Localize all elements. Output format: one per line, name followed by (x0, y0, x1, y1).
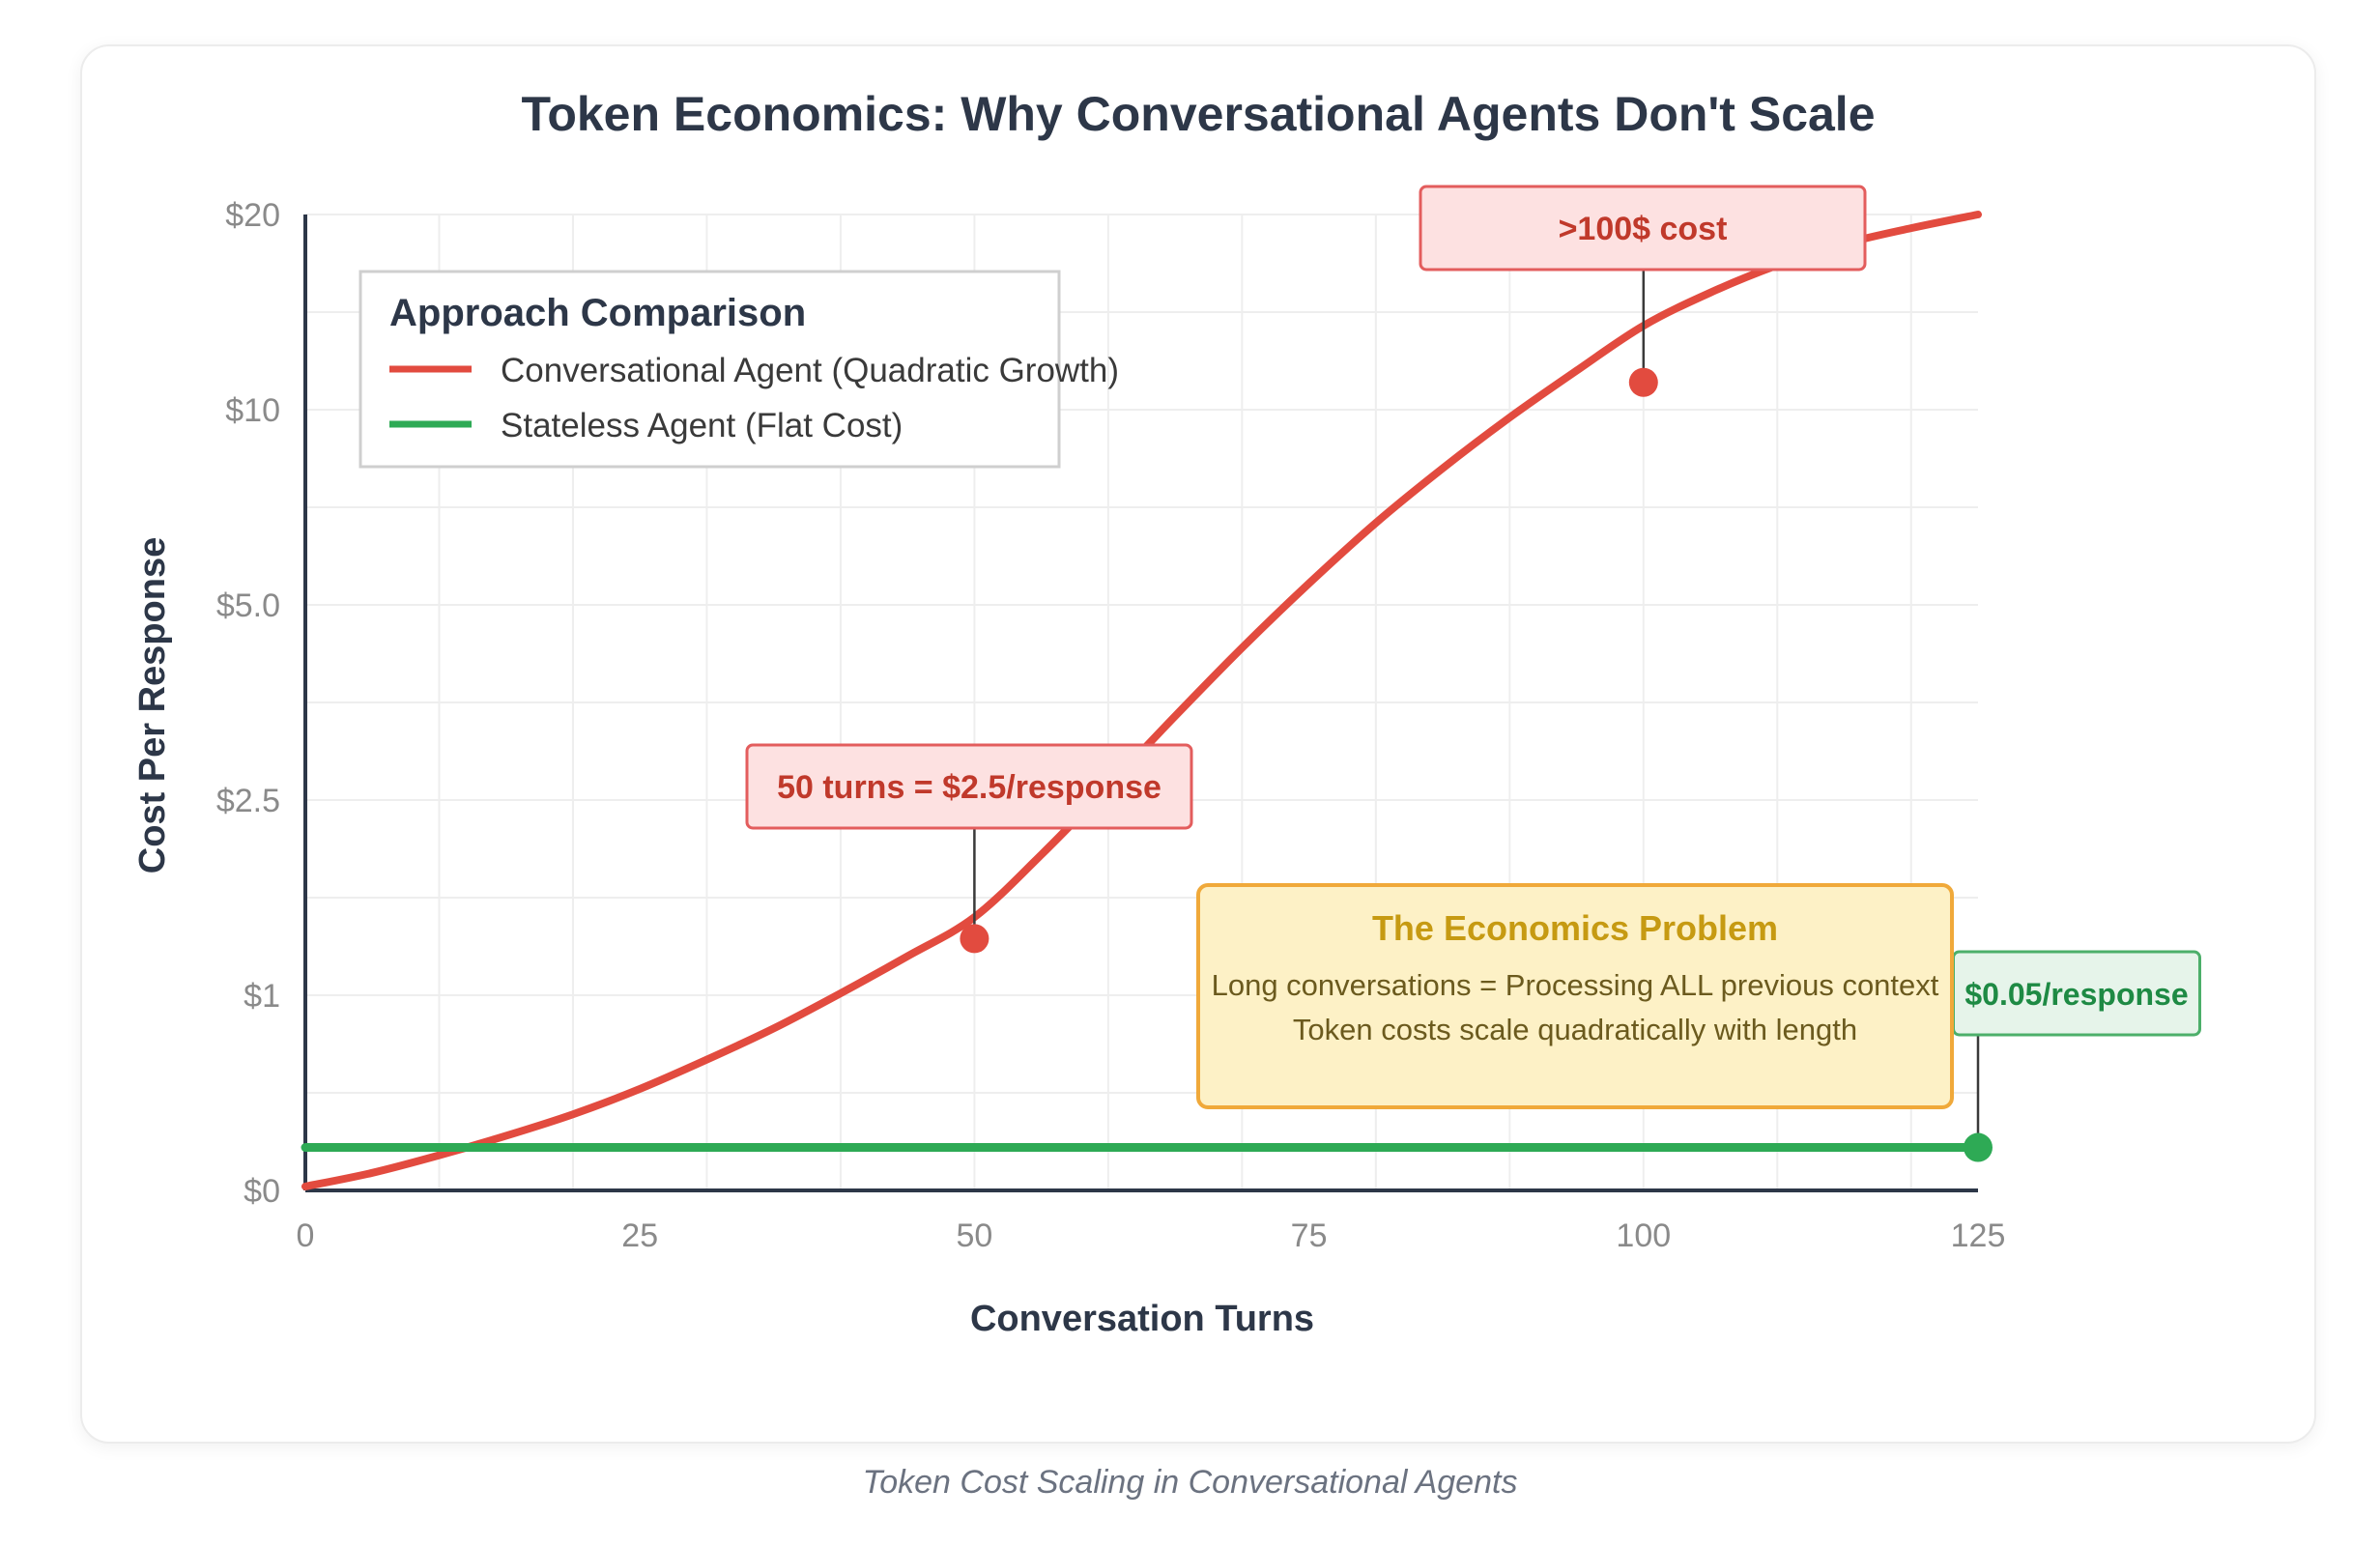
annotation-box (1419, 185, 1867, 272)
economics-problem-box: The Economics Problem Long conversations… (1196, 883, 1954, 1109)
y-tick-label: $0 (244, 1173, 280, 1210)
tick-labels: 0 25 50 75 100 125 $0 $1 $2.5 $5.0 $10 $20 (216, 197, 2006, 1254)
series-markers (960, 367, 1993, 1162)
axes (303, 215, 1978, 1192)
legend-title: Approach Comparison (389, 292, 806, 334)
info-box-line-1: Long conversations = Processing ALL prev… (1212, 968, 1939, 1002)
annotation-label: $0.05/response (1964, 977, 2188, 1012)
annotations: 50 turns = $2.5/response >100$ cost $0.05/… (745, 185, 2201, 1037)
x-axis-label: Conversation Turns (970, 1299, 1314, 1339)
data-point-marker (960, 924, 989, 954)
info-box-line-2: Token costs scale quadratically with len… (1293, 1013, 1857, 1046)
figure-caption: Token Cost Scaling in Conversational Age… (862, 1464, 1518, 1501)
info-box-title: The Economics Problem (1372, 908, 1778, 948)
y-tick-label: $2.5 (216, 783, 280, 819)
annotation-box (745, 743, 1193, 830)
data-point-marker (1628, 367, 1658, 397)
y-tick-label: $5.0 (216, 587, 280, 624)
legend-entry-stateless: Stateless Agent (Flat Cost) (501, 407, 903, 444)
info-box-background (1196, 883, 1954, 1109)
annotation-leaders (973, 270, 1980, 1148)
series-lines (301, 211, 1983, 1190)
annotation-label: >100$ cost (1559, 211, 1728, 247)
x-tick-label: 0 (297, 1217, 315, 1254)
x-tick-label: 125 (1951, 1217, 2006, 1254)
chart-title: Token Economics: Why Conversational Agen… (521, 87, 1875, 141)
legend-box (358, 270, 1061, 469)
y-tick-label: $10 (225, 392, 280, 429)
x-tick-label: 50 (956, 1217, 992, 1254)
y-tick-label: $20 (225, 197, 280, 234)
y-tick-label: $1 (244, 978, 280, 1015)
data-point-marker (1964, 1132, 1993, 1162)
legend: Approach Comparison Conversational Agent… (358, 270, 1119, 469)
legend-entry-conversational: Conversational Agent (Quadratic Growth) (501, 352, 1119, 389)
x-tick-label: 100 (1616, 1217, 1671, 1254)
y-axis-label: Cost Per Response (132, 537, 173, 873)
series-line-conversational (301, 211, 1982, 1190)
annotation-label: 50 turns = $2.5/response (777, 769, 1161, 806)
x-tick-label: 75 (1291, 1217, 1328, 1254)
x-tick-label: 25 (621, 1217, 658, 1254)
